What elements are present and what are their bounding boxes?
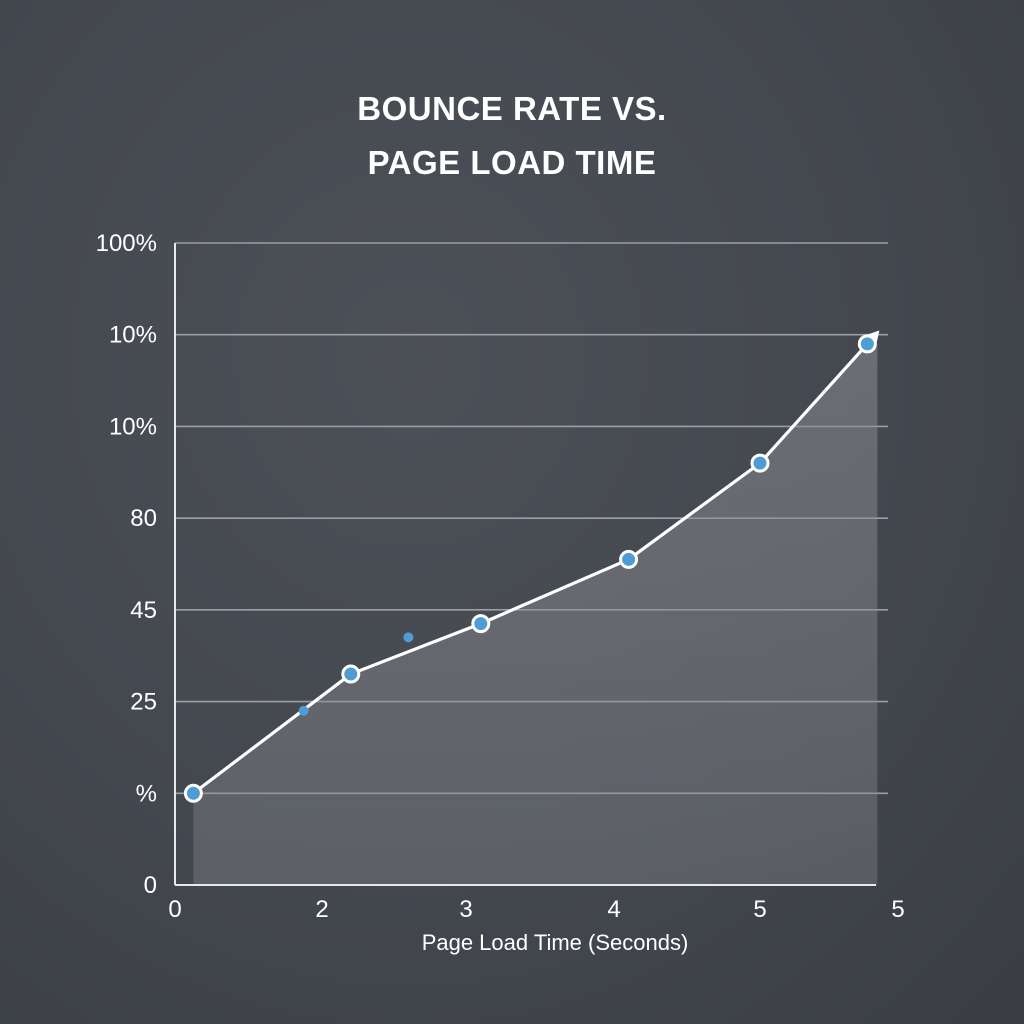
- y-tick-label: 10%: [109, 322, 157, 349]
- chart-title-line-2: PAGE LOAD TIME: [367, 144, 657, 181]
- y-tick-label: 25: [130, 689, 157, 716]
- markers: [183, 334, 877, 803]
- data-point-marker: [750, 453, 770, 473]
- data-point-marker: [619, 549, 639, 569]
- stray-point-marker: [298, 705, 309, 716]
- data-point-marker: [341, 664, 361, 684]
- x-tick-label: 5: [891, 896, 904, 923]
- axes: [174, 243, 876, 886]
- x-tick-label: 3: [459, 896, 472, 923]
- x-tick-labels: 0 2 3 4 5 5: [168, 896, 904, 923]
- series-line: [191, 342, 869, 795]
- data-point-marker: [183, 783, 203, 803]
- y-tick-label: 10%: [109, 413, 157, 440]
- x-tick-label: 5: [753, 896, 766, 923]
- chart-title: BOUNCE RATE VS. PAGE LOAD TIME: [0, 82, 1024, 190]
- area-fill: [193, 343, 878, 885]
- y-tick-labels: 0% 25 45 80 10% 10% 100%: [96, 230, 157, 899]
- x-axis-title: Page Load Time (Seconds): [422, 930, 689, 955]
- y-tick-label: 45: [130, 597, 157, 624]
- x-tick-label: 4: [607, 896, 620, 923]
- y-tick-label: 80: [130, 505, 157, 532]
- stray-point-marker: [403, 632, 414, 643]
- x-tick-label: 2: [315, 896, 328, 923]
- x-tick-label: 0: [168, 896, 181, 923]
- chart-title-line-1: BOUNCE RATE VS.: [357, 90, 667, 127]
- y-tick-label: 0: [144, 872, 157, 899]
- data-point-marker: [471, 614, 491, 634]
- y-tick-label: %: [136, 780, 157, 807]
- area-fill-layer: [193, 343, 878, 885]
- y-tick-label: 100%: [96, 230, 157, 257]
- data-point-marker: [857, 334, 877, 354]
